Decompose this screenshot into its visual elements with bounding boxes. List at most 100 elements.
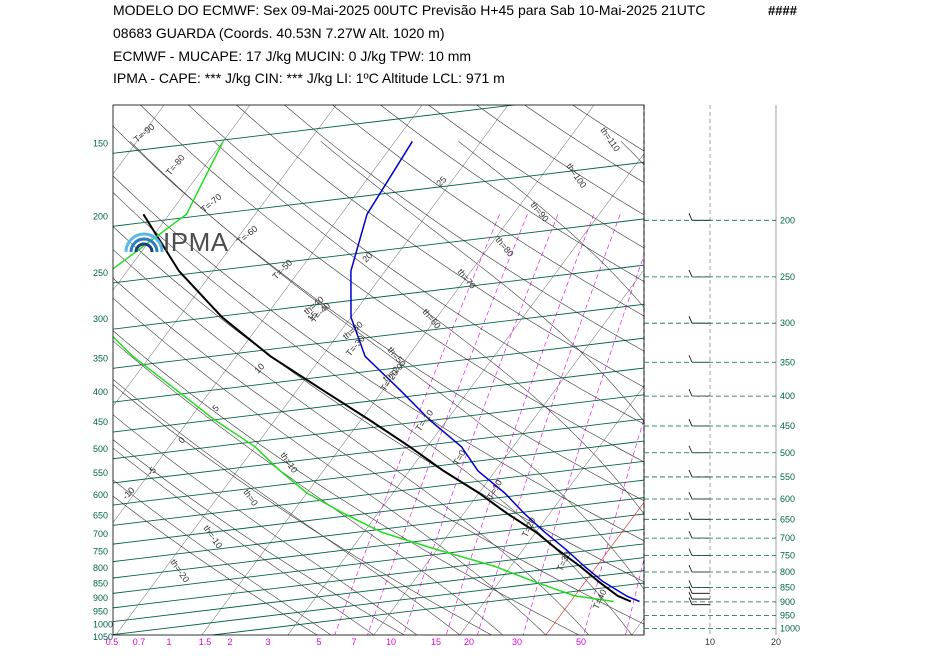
mixing-ratio-tick: 20: [464, 637, 474, 647]
isobar-line: [113, 105, 518, 154]
isobar-line: [113, 497, 644, 563]
dry-adiabat-label: th=60: [420, 307, 442, 331]
header-ecmwf-indices: ECMWF - MUCAPE: 17 J/kg MUCIN: 0 J/kg TP…: [113, 48, 472, 64]
isotherm-line: [287, 153, 644, 635]
wind-barb-feather: [688, 512, 693, 520]
isotherm-label: T=-70: [199, 192, 224, 215]
mixing-ratio-line: [477, 214, 621, 635]
moist-adiabat-line: [113, 192, 633, 635]
moist-adiabat-line: [620, 141, 644, 166]
isotherm-line: [113, 105, 251, 291]
mixing-ratio-line: [625, 558, 644, 635]
ipma-logo-text: IPMA: [163, 227, 229, 257]
pressure-tick-right: 950: [780, 611, 795, 621]
dry-adiabat-label: th=90: [528, 200, 550, 224]
isobar-line: [113, 303, 644, 369]
pressure-tick-left: 550: [93, 468, 108, 478]
pressure-tick-left: 900: [93, 593, 108, 603]
pressure-tick-left: 700: [93, 529, 108, 539]
isotherm-label: T=30: [555, 550, 573, 573]
dry-adiabat-line: [113, 175, 644, 542]
wind-barb-feather: [688, 597, 693, 605]
pressure-tick-left: 150: [93, 138, 108, 148]
dry-adiabat-line: [113, 384, 493, 635]
moist-adiabat-line: [113, 479, 331, 635]
isobar-line: [113, 367, 644, 433]
wind-barb-feather: [688, 355, 693, 363]
isotherm-line: [0, 38, 127, 646]
pressure-tick-right: 600: [780, 494, 795, 504]
wind-barb-feather: [688, 548, 693, 556]
header-title: MODELO DO ECMWF: Sex 09-Mai-2025 00UTC P…: [113, 2, 706, 18]
isotherm-label: T=-80: [164, 153, 187, 178]
pressure-tick-right: 200: [780, 215, 795, 225]
temperature-curve: [350, 140, 640, 603]
mixing-ratio-tick: 2: [227, 637, 232, 647]
wind-barb-feather: [688, 316, 693, 324]
mixing-ratio-tick: 7: [351, 637, 356, 647]
mixing-ratio-line: [899, 214, 940, 637]
pressure-tick-right: 800: [780, 567, 795, 577]
header-station: 08683 GUARDA (Coords. 40.53N 7.27W Alt. …: [113, 25, 445, 41]
wind-barb-feather: [688, 388, 693, 397]
mixing-ratio-tick: 0.5: [106, 637, 119, 647]
wind-barb-feather: [688, 445, 693, 453]
isotherm-line: [113, 105, 165, 175]
wind-barb-feather: [688, 491, 693, 500]
pressure-tick-left: 1050: [93, 632, 113, 642]
mixing-ratio-line: [367, 214, 528, 635]
pressure-tick-left: 250: [93, 268, 108, 278]
wind-barb-feather: [688, 213, 693, 221]
dry-adiabat-line: [113, 439, 406, 635]
dry-adiabat-label: th=-10: [201, 523, 224, 550]
pressure-tick-right: 650: [780, 514, 795, 524]
isotherm-line: [113, 105, 423, 524]
isotherm-line: [545, 501, 644, 635]
mixing-ratio-line: [445, 214, 595, 635]
isobar-line: [113, 557, 644, 623]
isobar-line: [113, 513, 644, 579]
wind-barb-feather: [688, 580, 693, 588]
pressure-tick-left: 450: [93, 417, 108, 427]
ipma-logo-icon: [124, 232, 164, 253]
pressure-tick-right: 400: [780, 391, 795, 401]
wind-barb-feather: [688, 418, 693, 427]
freezing-isotherm: [545, 501, 644, 635]
isotherm-label: T=-60: [235, 224, 260, 247]
dry-adiabat-label: th=80: [493, 235, 515, 259]
isobar-line: [113, 264, 644, 330]
mixing-ratio-tick: 5: [316, 637, 321, 647]
pressure-tick-left: 1000: [93, 620, 113, 630]
moist-adiabat-line: [213, 141, 644, 515]
isotherm-label: T=-90: [132, 122, 157, 145]
wind-axis-tick: 10: [705, 637, 715, 647]
header-ipma-indices: IPMA - CAPE: *** J/kg CIN: *** J/kg LI: …: [113, 70, 505, 86]
moist-adiabat-label: 10: [252, 361, 266, 375]
dry-adiabat-line: [113, 330, 580, 635]
plot-frame: [112, 104, 645, 636]
mixing-ratio-line: [583, 417, 644, 635]
isotherm-label: T=40: [591, 588, 609, 611]
isobar-line: [113, 440, 644, 506]
moist-adiabat-label: 20: [360, 250, 374, 264]
pressure-tick-left: 850: [93, 578, 108, 588]
isotherm-line: [115, 105, 509, 635]
pressure-tick-left: 800: [93, 563, 108, 573]
pressure-tick-right: 300: [780, 318, 795, 328]
pressure-tick-right: 450: [780, 421, 795, 431]
header-hashes: ####: [768, 3, 797, 18]
isobar-line: [113, 570, 644, 635]
isobar-line: [208, 582, 644, 635]
dry-adiabat-label: th=100: [564, 161, 588, 189]
dry-adiabat-line: [380, 105, 644, 282]
mixing-ratio-line: [403, 214, 559, 635]
dry-adiabat-line: [113, 277, 644, 625]
dry-adiabat-line: [113, 125, 644, 502]
isobar-line: [113, 161, 644, 227]
moist-adiabat-line: [113, 340, 503, 635]
pressure-tick-left: 300: [93, 314, 108, 324]
mixing-ratio-tick: 50: [576, 637, 586, 647]
mixing-ratio-tick: 0.7: [133, 637, 146, 647]
pressure-tick-left: 350: [93, 353, 108, 363]
